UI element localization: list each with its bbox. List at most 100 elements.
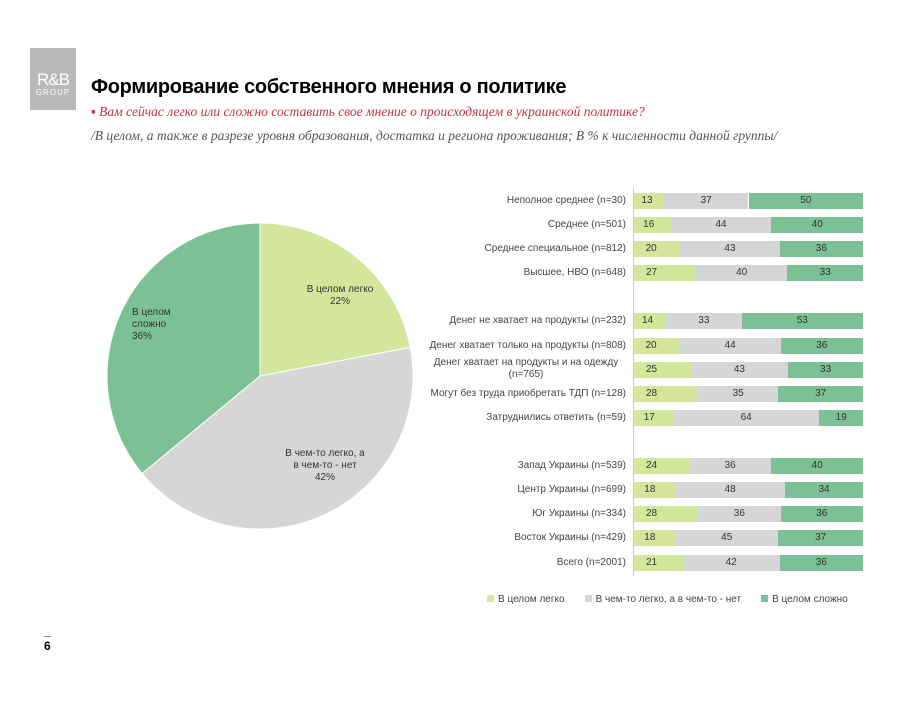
bar-row-label: Денег хватает только на продукты (n=808) bbox=[429, 340, 626, 351]
bar-row-label: Всего (n=2001) bbox=[556, 557, 626, 568]
bar-segment-easy: 18 bbox=[634, 482, 676, 498]
bar-data-label: 37 bbox=[815, 532, 827, 543]
subtitle-note: /В целом, а также в разрезе уровня образ… bbox=[91, 128, 778, 143]
bar-segment-easy: 14 bbox=[634, 313, 667, 329]
bar-segment-easy: 18 bbox=[634, 530, 676, 546]
bar-data-label: 36 bbox=[815, 557, 827, 568]
bar-data-label: 17 bbox=[643, 412, 655, 423]
pie-slice-hard bbox=[106, 222, 261, 475]
bar-segment-hard: 33 bbox=[788, 362, 863, 378]
bar-data-label: 28 bbox=[646, 508, 658, 519]
bar-data-label: 24 bbox=[646, 460, 658, 471]
bar-segment-mixed: 33 bbox=[666, 313, 742, 329]
bar-segment-hard: 37 bbox=[778, 530, 863, 546]
bar-row-label: Денег не хватает на продукты (n=232) bbox=[449, 315, 626, 326]
page-title: Формирование собственного мнения о полит… bbox=[91, 76, 567, 98]
bar-data-label: 37 bbox=[700, 195, 712, 206]
bar-segment-mixed: 48 bbox=[675, 482, 786, 498]
bar-data-label: 36 bbox=[724, 460, 736, 471]
bar-data-label: 16 bbox=[643, 219, 655, 230]
bar-data-label: 44 bbox=[724, 340, 736, 351]
legend-swatch bbox=[584, 595, 592, 602]
bar-data-label: 43 bbox=[733, 364, 745, 375]
bar-segment-hard: 53 bbox=[741, 313, 863, 329]
bar-row-label: Денег хватает на продукты и на одежду (n… bbox=[433, 357, 619, 380]
legend-swatch bbox=[487, 595, 494, 602]
bar-data-label: 48 bbox=[724, 484, 736, 495]
bar-row-label: Юг Украины (n=334) bbox=[532, 508, 626, 519]
bar-axis bbox=[633, 188, 634, 576]
bar-data-label: 43 bbox=[724, 243, 736, 254]
pie-slice-mixed bbox=[141, 346, 414, 530]
bar-row-label: Затруднились ответить (n=59) bbox=[486, 412, 626, 423]
bar-data-label: 18 bbox=[644, 532, 656, 543]
bar-segment-hard: 34 bbox=[785, 482, 863, 498]
bar-data-label: 64 bbox=[740, 412, 752, 423]
bar-segment-hard: 40 bbox=[771, 217, 863, 233]
bar-segment-mixed: 43 bbox=[680, 241, 780, 257]
bar-data-label: 53 bbox=[796, 315, 808, 326]
bar-data-label: 36 bbox=[815, 243, 827, 254]
bar-segment-hard: 50 bbox=[748, 193, 863, 209]
bar-data-label: 19 bbox=[835, 412, 847, 423]
bar-segment-hard: 19 bbox=[819, 410, 863, 426]
pie-slice-easy bbox=[259, 222, 411, 377]
logo-text: R&B bbox=[37, 70, 70, 89]
bar-data-label: 36 bbox=[733, 508, 745, 519]
bar-segment-hard: 36 bbox=[779, 555, 863, 571]
bar-segment-easy: 28 bbox=[634, 506, 699, 522]
bar-segment-hard: 33 bbox=[787, 265, 863, 281]
bar-segment-mixed: 44 bbox=[670, 217, 772, 233]
bar-data-label: 33 bbox=[819, 267, 831, 278]
bar-segment-easy: 20 bbox=[634, 241, 681, 257]
bar-data-label: 40 bbox=[811, 219, 823, 230]
bar-segment-easy: 17 bbox=[634, 410, 673, 426]
bar-data-label: 13 bbox=[641, 195, 653, 206]
bar-data-label: 40 bbox=[811, 460, 823, 471]
legend-item-mixed: В чем-то легко, а в чем-то - нет bbox=[584, 594, 741, 605]
bar-segment-hard: 36 bbox=[779, 241, 863, 257]
bar-segment-hard: 36 bbox=[780, 338, 863, 354]
bar-data-label: 25 bbox=[646, 364, 658, 375]
bar-row-label: Могут без труда приобретать ТДП (n=128) bbox=[430, 388, 626, 399]
bar-segment-easy: 24 bbox=[634, 458, 689, 474]
bar-segment-mixed: 64 bbox=[672, 410, 820, 426]
bar-data-label: 27 bbox=[646, 267, 658, 278]
bar-segment-hard: 40 bbox=[771, 458, 863, 474]
bar-segment-mixed: 36 bbox=[688, 458, 772, 474]
bar-row-label: Центр Украины (n=699) bbox=[517, 484, 626, 495]
bar-segment-mixed: 40 bbox=[695, 265, 788, 281]
bar-segment-hard: 37 bbox=[778, 386, 863, 402]
bar-data-label: 33 bbox=[698, 315, 710, 326]
bar-data-label: 34 bbox=[818, 484, 830, 495]
bar-segment-easy: 13 bbox=[634, 193, 664, 209]
bar-data-label: 14 bbox=[642, 315, 654, 326]
bar-data-label: 42 bbox=[725, 557, 737, 568]
page-number: 6 bbox=[44, 636, 51, 653]
logo-subtext: GROUP bbox=[35, 88, 71, 97]
bar-segment-easy: 20 bbox=[634, 338, 680, 354]
bar-data-label: 36 bbox=[816, 508, 828, 519]
bar-data-label: 20 bbox=[645, 340, 657, 351]
bar-data-label: 45 bbox=[721, 532, 733, 543]
legend-item-hard: В целом сложно bbox=[761, 594, 848, 605]
bar-row-label: Среднее специальное (n=812) bbox=[484, 243, 626, 254]
logo: R&B GROUP bbox=[30, 48, 76, 110]
bar-data-label: 40 bbox=[736, 267, 748, 278]
legend-swatch bbox=[761, 595, 769, 602]
bar-data-label: 20 bbox=[645, 243, 657, 254]
bar-data-label: 33 bbox=[820, 364, 832, 375]
bar-segment-mixed: 37 bbox=[663, 193, 749, 209]
bar-data-label: 37 bbox=[815, 388, 827, 399]
pie-label-easy: В целом легко 22% bbox=[306, 284, 374, 307]
bar-data-label: 35 bbox=[732, 388, 744, 399]
bar-data-label: 21 bbox=[646, 557, 658, 568]
bar-row-label: Неполное среднее (n=30) bbox=[506, 195, 626, 206]
bar-data-label: 28 bbox=[646, 388, 658, 399]
survey-question: Вам сейчас легко или сложно составить св… bbox=[91, 104, 645, 120]
legend: В целом легко В чем-то легко, а в чем-то… bbox=[487, 594, 848, 605]
bar-segment-mixed: 43 bbox=[690, 362, 789, 378]
bar-row-label: Высшее, НВО (n=648) bbox=[523, 267, 626, 278]
bar-segment-mixed: 36 bbox=[698, 506, 781, 522]
bar-segment-mixed: 35 bbox=[698, 386, 779, 402]
